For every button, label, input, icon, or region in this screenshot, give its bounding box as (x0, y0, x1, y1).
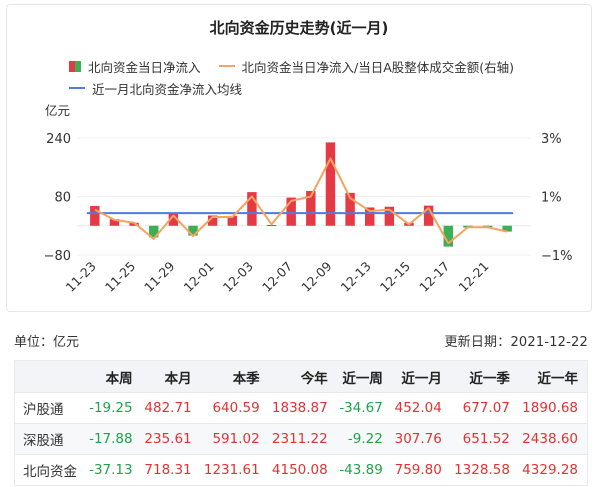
x-tick-label: 11-25 (102, 259, 138, 295)
y-tick-label: 240 (46, 132, 71, 147)
table-header-row: 本周 本月 本季 今年 近一周 近一月 近一季 近一年 (14, 360, 588, 393)
table-cell: 640.59 (200, 392, 269, 424)
legend-item-ratio[interactable]: 北向资金当日净流入/当日A股整体成交金额(右轴) (218, 57, 515, 76)
table-cell: -37.13 (86, 454, 142, 486)
chart-legend: 北向资金当日净流入 北向资金当日净流入/当日A股整体成交金额(右轴) 近一月北向… (69, 55, 532, 99)
table-cell: 718.31 (141, 454, 201, 486)
x-tick-label: 12-01 (180, 259, 216, 295)
x-tick-label: 12-15 (377, 259, 413, 295)
table-caption-row: 单位：亿元 更新日期：2021-12-22 (14, 331, 588, 350)
table-cell: 591.02 (200, 423, 269, 455)
table-row: 深股通 -17.88 235.61 591.02 2311.22 -9.22 3… (14, 423, 588, 455)
column-header: 近一月 (391, 360, 451, 393)
column-header: 本月 (141, 360, 201, 393)
outflow-bar (443, 225, 453, 247)
inflow-bar (90, 206, 100, 226)
table-cell: 4150.08 (268, 454, 337, 486)
table-cell: 1838.87 (268, 392, 337, 424)
update-date: 更新日期：2021-12-22 (444, 335, 588, 350)
row-label: 深股通 (14, 423, 87, 455)
table-cell: -19.25 (86, 392, 142, 424)
column-header: 今年 (268, 360, 337, 393)
x-tick-label: 12-07 (259, 259, 295, 295)
outflow-bar (149, 225, 159, 238)
table-cell: 1231.61 (200, 454, 269, 486)
table-cell: 1890.68 (518, 392, 588, 424)
table-cell: 759.80 (391, 454, 451, 486)
inflow-bar (306, 191, 316, 226)
table-cell: 1328.58 (450, 454, 519, 486)
table-row: 北向资金 -37.13 718.31 1231.61 4150.08 -43.8… (14, 454, 588, 486)
inflow-bar (384, 206, 395, 226)
y2-tick-label: 3% (541, 132, 562, 147)
y-tick-label: −80 (44, 249, 71, 264)
table-cell: -43.89 (336, 454, 392, 486)
table-cell: 677.07 (450, 392, 519, 424)
table-cell: 235.61 (141, 423, 201, 455)
legend-label-ratio: 北向资金当日净流入/当日A股整体成交金额(右轴) (241, 59, 515, 75)
outflow-bar (188, 225, 198, 236)
line-swatch-icon (218, 65, 235, 67)
outflow-bar (502, 225, 512, 232)
ratio-line (94, 157, 508, 245)
row-label: 沪股通 (14, 392, 87, 424)
table-cell: -34.67 (336, 392, 392, 424)
legend-label-average: 近一月北向资金净流入均线 (92, 81, 243, 97)
inflow-bar (325, 142, 336, 226)
y-axis-unit: 亿元 (45, 103, 70, 118)
table-cell: -9.22 (336, 423, 392, 455)
inflow-bar (365, 207, 375, 226)
table-row: 沪股通 -19.25 482.71 640.59 1838.87 -34.67 … (14, 392, 588, 424)
table-cell: 2438.60 (518, 423, 588, 455)
table-cell: 651.52 (450, 423, 519, 455)
row-label: 北向资金 (14, 454, 87, 486)
inflow-bar (129, 222, 139, 226)
table-cell: -17.88 (86, 423, 142, 455)
inflow-bar (266, 225, 277, 227)
x-tick-label: 12-17 (416, 259, 452, 295)
column-header: 近一年 (518, 360, 588, 393)
line-swatch-icon (69, 87, 85, 89)
table-corner-cell (14, 360, 87, 393)
legend-item-average[interactable]: 近一月北向资金净流入均线 (69, 79, 242, 98)
chart-title: 北向资金历史走势(近一月) (209, 19, 389, 37)
table-cell: 452.04 (391, 392, 451, 424)
inflow-bar (247, 192, 257, 226)
inflow-bar (227, 215, 237, 226)
summary-table: 本周 本月 本季 今年 近一周 近一月 近一季 近一年 沪股通 -19.25 4… (14, 360, 588, 486)
legend-item-net-inflow[interactable]: 北向资金当日净流入 (69, 57, 201, 76)
y2-tick-label: −1% (541, 249, 573, 264)
inflow-bar (168, 213, 179, 226)
x-tick-label: 12-03 (220, 259, 256, 295)
inflow-bar (423, 205, 434, 226)
table-cell: 2311.22 (268, 423, 337, 455)
inflow-bar (207, 215, 218, 226)
chart-card: 北向资金历史走势(近一月) 北向资金当日净流入 北向资金当日净流入/当日A股整体… (6, 4, 592, 312)
table-cell: 4329.28 (518, 454, 588, 486)
y-tick-label: 80 (54, 191, 71, 206)
inflow-bar (345, 192, 355, 226)
column-header: 本周 (86, 360, 142, 393)
column-header: 本季 (200, 360, 269, 393)
legend-label-net-inflow: 北向资金当日净流入 (88, 59, 201, 75)
y2-tick-label: 1% (541, 191, 562, 206)
x-tick-label: 12-21 (455, 259, 491, 295)
inflow-bar (286, 197, 296, 226)
x-tick-label: 12-09 (298, 258, 334, 294)
table-cell: 307.76 (391, 423, 451, 455)
column-header: 近一季 (450, 360, 519, 393)
x-tick-label: 12-13 (338, 259, 374, 295)
bar-swatch-icon (69, 60, 81, 72)
inflow-bar (109, 219, 120, 226)
unit-label: 单位：亿元 (14, 335, 80, 350)
column-header: 近一周 (336, 360, 392, 393)
x-tick-label: 11-29 (141, 258, 177, 294)
table-cell: 482.71 (141, 392, 201, 424)
